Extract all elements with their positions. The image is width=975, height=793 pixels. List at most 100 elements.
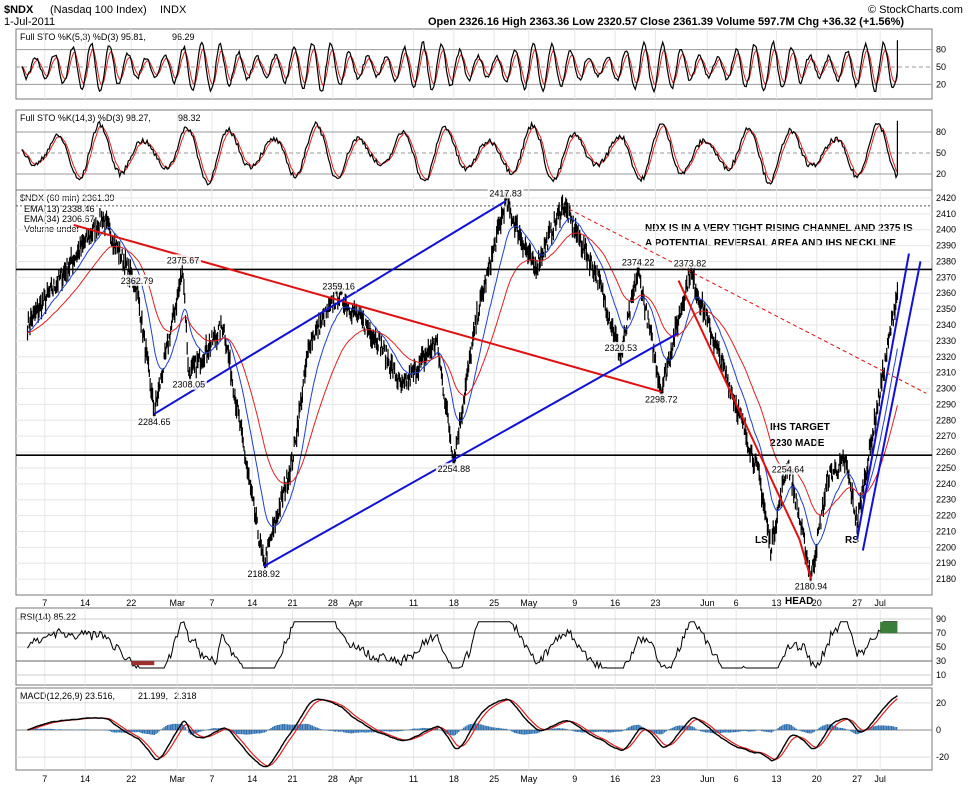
x-tick-label: 14 (247, 598, 257, 608)
pivot-label-bg (793, 580, 830, 592)
trendlines (16, 200, 932, 580)
pivot-label: 2362.79 (121, 276, 154, 286)
x-tick-label: 25 (489, 598, 499, 608)
red-trendline (677, 280, 801, 540)
sto-fast-value: 96.29 (172, 32, 195, 42)
macd-hist-label: 2.318 (174, 691, 197, 701)
pivot-label: 2254.88 (438, 464, 471, 474)
price-tick-label: 2180 (936, 574, 956, 584)
x-tick-label: Mar (170, 598, 186, 608)
sto-fast-tick-label: 20 (936, 79, 946, 89)
x-tick-label: 14 (80, 598, 90, 608)
price-tick-label: 2390 (936, 241, 956, 251)
price-tick-label: 2240 (936, 479, 956, 489)
channel-note-line-1: NDX IS IN A VERY TIGHT RISING CHANNEL AN… (645, 223, 913, 234)
price-tick-label: 2260 (936, 447, 956, 457)
x-tick-label-bottom: 20 (812, 774, 822, 784)
sto-slow-k-line (21, 120, 898, 186)
pivot-label: 2374.22 (622, 258, 655, 268)
blue-trendline (263, 332, 680, 568)
sto-fast-tick-label: 80 (936, 45, 946, 55)
sto-slow-tick-label: 20 (936, 169, 946, 179)
chart-date: 1-Jul-2011 (4, 16, 55, 28)
pivot-label-bg (118, 274, 155, 286)
pivot-label-bg (435, 463, 472, 475)
macd-tick-label: -20 (936, 752, 949, 762)
sto-fast-tick-label: 50 (936, 62, 946, 72)
x-tick-label-bottom: 13 (771, 774, 781, 784)
price-tick-label: 2290 (936, 399, 956, 409)
x-tick-label-bottom: 7 (42, 774, 47, 784)
x-tick-label-bottom: May (520, 774, 538, 784)
price-tick-label: 2280 (936, 415, 956, 425)
blue-trendline (153, 200, 507, 415)
sto-slow-lines (16, 120, 932, 186)
pivot-label-bg (245, 567, 282, 579)
macd-line (27, 695, 898, 768)
price-tick-label: 2230 (936, 495, 956, 505)
macd-tick-label: 0 (936, 725, 941, 735)
sto-slow-tick-label: 80 (936, 127, 946, 137)
pivot-label: 2359.16 (322, 282, 355, 292)
rs-label: RS (845, 535, 859, 546)
pivot-label-bg (672, 257, 709, 269)
price-tick-label: 2210 (936, 526, 956, 536)
rsi-tick-label: 70 (936, 628, 946, 638)
rsi-tick-label: 90 (936, 614, 946, 624)
macd-series (16, 695, 932, 768)
x-tick-label-bottom: 9 (572, 774, 577, 784)
x-tick-label: 9 (572, 598, 577, 608)
ema34-label: EMA(34) 2306.67 (24, 214, 95, 224)
grid-layer (16, 29, 932, 770)
price-tick-label: 2370 (936, 272, 956, 282)
price-tick-label: 2300 (936, 384, 956, 394)
channel-note-line-2: A POTENTIAL REVERSAL AREA AND IHS NECKLI… (645, 238, 896, 249)
x-tick-label-bottom: 23 (650, 774, 660, 784)
price-tick-label: 2200 (936, 542, 956, 552)
x-tick-label-bottom: Jul (874, 774, 886, 784)
price-tick-label: 2350 (936, 304, 956, 314)
pivot-label: 2298.72 (645, 395, 678, 405)
x-tick-label-bottom: 14 (247, 774, 257, 784)
pivot-label-bg (487, 187, 524, 199)
x-tick-label: 13 (771, 598, 781, 608)
head-label: HEAD (785, 596, 813, 607)
pivot-label: 2180.94 (795, 582, 828, 592)
macd-tick-label: 20 (936, 698, 946, 708)
pivot-label: 2308.05 (173, 380, 206, 390)
axis-labels: 2180219022002210222022302240225022602270… (42, 45, 956, 784)
pivot-label-bg (769, 463, 806, 475)
macd-label: MACD(12,26,9) 23.516, (20, 691, 115, 701)
rsi-label: RSI(14) 85.22 (20, 612, 76, 622)
x-tick-label-bottom: Apr (349, 774, 363, 784)
price-tick-label: 2420 (936, 193, 956, 203)
ema13-line (27, 217, 898, 547)
pivot-label-bg (165, 254, 202, 266)
red-trendline (73, 223, 662, 393)
price-tick-label: 2380 (936, 256, 956, 266)
rsi-line (27, 621, 898, 670)
pivot-labels: 2362.79 2375.67 2308.05 2284.65 2188.92 2359.… (118, 187, 830, 592)
x-tick-label-bottom: Mar (170, 774, 186, 784)
pivot-label: 2188.92 (247, 569, 280, 579)
ihs-target-line-2: 2230 MADE (770, 438, 825, 449)
x-tick-label: 21 (288, 598, 298, 608)
x-tick-label-bottom: 18 (449, 774, 459, 784)
ema13-label: EMA(13) 2338.46 (24, 204, 95, 214)
x-tick-label: 20 (812, 598, 822, 608)
price-tick-label: 2340 (936, 320, 956, 330)
pivot-label-bg (170, 378, 207, 390)
pivot-label-bg (136, 415, 173, 427)
x-tick-label: 7 (42, 598, 47, 608)
x-tick-label-bottom: 28 (328, 774, 338, 784)
x-tick-label: May (520, 598, 538, 608)
pivot-label-bg (643, 393, 680, 405)
pivot-label-bg (320, 280, 357, 292)
pivot-label: 2320.53 (605, 343, 638, 353)
x-tick-label: 22 (126, 598, 136, 608)
price-tick-label: 2190 (936, 558, 956, 568)
x-tick-label: Apr (349, 598, 363, 608)
x-tick-label-bottom: 25 (489, 774, 499, 784)
rsi-series (16, 618, 932, 676)
